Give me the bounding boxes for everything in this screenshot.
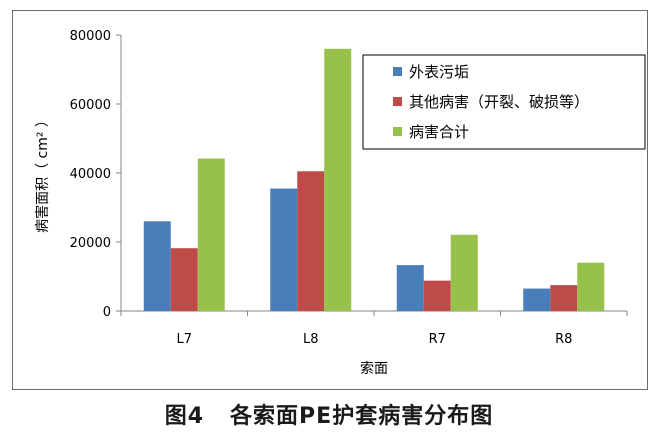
legend-swatch	[393, 97, 402, 106]
x-tick-label: L7	[176, 332, 192, 347]
legend-label: 病害合计	[409, 123, 469, 141]
bar	[324, 48, 352, 312]
y-tick-label: 20000	[70, 236, 111, 251]
x-tick-label: R8	[555, 332, 572, 347]
x-tick-label: R7	[429, 332, 446, 347]
chart-frame: 0 20000 40000 60000 80000 L7 L8 R7 R8 索面 病害面积（ cm²…	[12, 10, 648, 390]
legend-label: 其他病害（开裂、破损等）	[409, 93, 589, 111]
y-tick-label: 40000	[70, 167, 111, 182]
bar	[396, 265, 424, 311]
x-tick-label: L8	[303, 332, 319, 347]
axis-labels: 0 20000 40000 60000 80000 L7 L8 R7 R8 索面 病害面积（ cm²…	[35, 29, 572, 377]
y-tick-label: 0	[103, 305, 111, 320]
bar-chart: 0 20000 40000 60000 80000 L7 L8 R7 R8 索面 病害面积（ cm²…	[35, 29, 646, 377]
y-axis-title: 病害面积（ cm² ）	[35, 113, 51, 233]
bar	[143, 221, 171, 311]
legend-swatch	[393, 67, 402, 76]
bar	[170, 248, 198, 311]
bar	[523, 288, 551, 311]
legend-label: 外表污垢	[409, 63, 469, 81]
bar	[270, 188, 298, 311]
legend-box	[362, 54, 646, 150]
bar	[297, 171, 325, 311]
bar	[423, 280, 451, 311]
y-tick-label: 60000	[70, 98, 111, 113]
bar	[550, 285, 578, 311]
bars	[143, 48, 605, 312]
figure-caption: 图4 各索面PE护套病害分布图	[164, 404, 494, 429]
x-axis-title: 索面	[360, 360, 388, 377]
bar	[197, 158, 225, 311]
bar	[450, 234, 478, 311]
legend-swatch	[393, 127, 402, 136]
bar	[577, 262, 605, 311]
y-tick-label: 80000	[70, 29, 111, 44]
